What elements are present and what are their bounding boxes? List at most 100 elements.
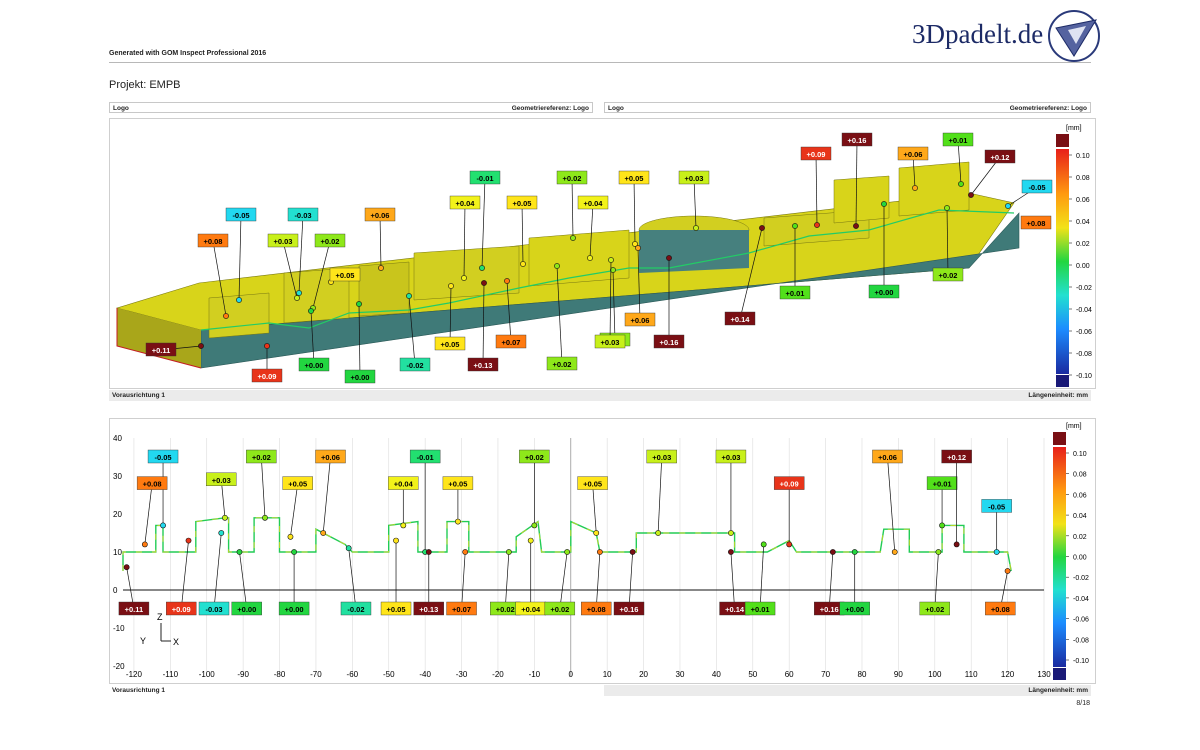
legend-tick: 0.10 <box>1076 153 1090 160</box>
deviation-label: +0.02 <box>310 233 346 311</box>
svg-text:+0.08: +0.08 <box>204 237 223 246</box>
svg-text:+0.02: +0.02 <box>321 237 340 246</box>
svg-text:+0.03: +0.03 <box>721 453 740 462</box>
deviation-label: -0.01 <box>409 449 441 555</box>
deviation-label: +0.05 <box>577 476 608 536</box>
legend-tick: 0.08 <box>1073 472 1087 479</box>
deviation-label: +0.08 <box>197 233 229 319</box>
svg-text:+0.11: +0.11 <box>125 605 144 614</box>
chart-footer-left: Vorausrichtung 1 <box>109 685 603 696</box>
deviation-label: -0.02 <box>340 545 372 616</box>
legend-tick: 0.04 <box>1076 219 1090 226</box>
deviation-label: +0.05 <box>282 476 313 540</box>
svg-text:+0.03: +0.03 <box>601 338 620 347</box>
x-tick-label: 30 <box>676 670 685 679</box>
deviation-label: -0.02 <box>399 293 431 372</box>
deviation-label: +0.02 <box>556 170 588 241</box>
legend-min-swatch <box>1053 668 1066 680</box>
svg-text:+0.02: +0.02 <box>496 605 515 614</box>
deviation-label: +0.05 <box>618 170 650 247</box>
deviation-label: +0.16 <box>841 132 873 229</box>
svg-text:+0.00: +0.00 <box>875 288 894 297</box>
top-3d-view-frame <box>109 118 1096 389</box>
svg-text:+0.02: +0.02 <box>939 271 958 280</box>
deviation-label: +0.09 <box>166 537 197 616</box>
svg-text:+0.16: +0.16 <box>820 605 839 614</box>
x-tick-label: 110 <box>965 670 978 679</box>
legend-max-swatch <box>1053 432 1066 445</box>
deviation-label: +0.02 <box>246 449 277 521</box>
y-tick-label: -20 <box>113 662 125 671</box>
legend-tick: 0.00 <box>1073 555 1087 562</box>
x-tick-label: -120 <box>126 670 143 679</box>
svg-text:+0.03: +0.03 <box>274 237 293 246</box>
deviation-label: -0.03 <box>287 207 319 296</box>
legend-tick: 0.06 <box>1076 197 1090 204</box>
section-profile-highlight <box>122 517 1012 572</box>
legend-tick: -0.10 <box>1073 658 1089 665</box>
x-tick-label: -40 <box>419 670 431 679</box>
deviation-label: +0.11 <box>145 342 204 357</box>
deviation-label: +0.03 <box>646 449 677 536</box>
svg-text:-0.05: -0.05 <box>988 502 1005 511</box>
x-tick-label: 50 <box>748 670 757 679</box>
x-tick-label: 80 <box>858 670 867 679</box>
deviation-label: -0.01 <box>469 170 501 271</box>
x-tick-label: 90 <box>894 670 903 679</box>
deviation-label: +0.09 <box>773 476 805 548</box>
panel-title: Logo <box>113 105 129 112</box>
deviation-label: +0.05 <box>506 195 538 267</box>
svg-text:+0.05: +0.05 <box>583 480 602 489</box>
svg-text:+0.03: +0.03 <box>685 174 704 183</box>
deviation-label: +0.03 <box>715 449 747 536</box>
svg-text:+0.05: +0.05 <box>288 480 307 489</box>
deviation-label: +0.08 <box>136 476 168 548</box>
svg-text:+0.05: +0.05 <box>441 340 460 349</box>
color-legend-bottom: [mm] 0.10 0.08 0.06 0.04 0.02 0.00 -0.02 -0.04 -… <box>1053 423 1089 680</box>
legend-unit: [mm] <box>1066 125 1082 132</box>
svg-text:+0.06: +0.06 <box>904 150 923 159</box>
svg-text:+0.00: +0.00 <box>305 361 324 370</box>
legend-tick: 0.10 <box>1073 451 1087 458</box>
svg-text:+0.08: +0.08 <box>143 480 162 489</box>
deviation-label: +0.06 <box>315 449 346 536</box>
x-tick-label: 40 <box>712 670 721 679</box>
deviation-label: +0.02 <box>932 205 964 282</box>
svg-text:+0.04: +0.04 <box>394 480 414 489</box>
legend-tick: -0.04 <box>1073 596 1089 603</box>
deviation-label: +0.08 <box>1020 215 1052 230</box>
svg-text:-0.05: -0.05 <box>1028 183 1045 192</box>
panel-title: Logo <box>608 105 624 112</box>
legend-tick: 0.04 <box>1073 513 1087 520</box>
legend-gradient <box>1053 447 1066 667</box>
x-tick-label: 10 <box>603 670 612 679</box>
section-profile-line <box>122 517 1012 572</box>
brand-logo-icon <box>1048 10 1100 62</box>
deviation-label: +0.05 <box>442 476 474 525</box>
deviation-label: +0.05 <box>380 537 412 616</box>
svg-text:+0.07: +0.07 <box>452 605 471 614</box>
deviation-label: +0.11 <box>118 564 150 616</box>
deviation-label: +0.03 <box>594 257 626 349</box>
alignment-name: Vorausrichtung 1 <box>112 687 165 694</box>
deviation-label: +0.00 <box>298 308 330 372</box>
svg-text:+0.16: +0.16 <box>620 605 639 614</box>
svg-text:+0.05: +0.05 <box>625 174 644 183</box>
x-tick-label: 100 <box>928 670 942 679</box>
svg-text:-0.02: -0.02 <box>406 361 423 370</box>
deviation-3d-view[interactable]: +0.11 +0.09 +0.08 -0.05 -0.03 +0.03 +0.02 +0.05… <box>109 118 1096 389</box>
legend-tick: -0.04 <box>1076 307 1092 314</box>
svg-text:+0.05: +0.05 <box>336 271 355 280</box>
top-left-panel-header: Logo Geometriereferenz: Logo <box>109 102 593 113</box>
geometry-reference: Geometriereferenz: Logo <box>1009 105 1087 112</box>
alignment-name: Vorausrichtung 1 <box>112 392 165 399</box>
x-tick-label: -60 <box>347 670 359 679</box>
svg-text:+0.14: +0.14 <box>731 315 751 324</box>
legend-tick: -0.02 <box>1076 285 1092 292</box>
svg-text:+0.00: +0.00 <box>285 605 304 614</box>
deviation-label: +0.02 <box>544 549 576 616</box>
deviation-label: +0.06 <box>364 207 396 271</box>
deviation-label: +0.01 <box>926 476 958 529</box>
legend-unit: [mm] <box>1066 423 1082 430</box>
